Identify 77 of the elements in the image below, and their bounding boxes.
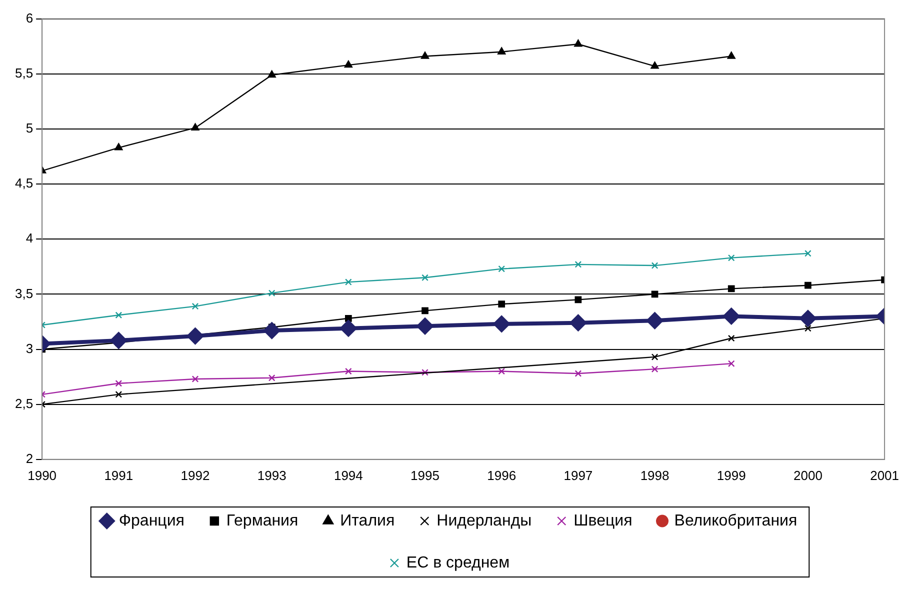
point (498, 265, 506, 272)
legend-label: Швеция (574, 512, 632, 530)
point (110, 332, 127, 348)
point (728, 334, 735, 342)
point (651, 262, 658, 269)
point (422, 274, 428, 282)
point (498, 368, 506, 375)
point (187, 328, 204, 344)
x-tick-label: 2000 (793, 468, 822, 483)
point (268, 374, 276, 382)
point (422, 368, 428, 376)
x-tick-label: 1992 (180, 468, 210, 483)
point (727, 52, 736, 59)
y-tick-label: 2,5 (14, 396, 34, 411)
x-tick-label: 1996 (487, 468, 516, 483)
x-tick-label: 1990 (28, 468, 57, 483)
legend-label: Италия (340, 512, 395, 530)
y-tick-label: 6 (26, 10, 34, 26)
x-tick-label: 1993 (257, 468, 286, 483)
point (344, 60, 352, 68)
legend-label: Великобритания (674, 512, 798, 530)
y-tick-label: 4 (26, 230, 34, 246)
point (574, 296, 582, 304)
point (498, 47, 506, 54)
point (498, 300, 506, 308)
point (115, 312, 122, 319)
x-tick-label: 1995 (410, 468, 440, 483)
point (574, 40, 582, 47)
legend-label: Германия (226, 512, 298, 530)
x-tick-label: 1991 (104, 468, 134, 483)
point (420, 52, 430, 59)
point (344, 278, 352, 286)
y-tick-label: 2 (26, 450, 34, 466)
point (268, 70, 276, 78)
point (417, 318, 434, 334)
x-tick-label: 1997 (564, 468, 593, 483)
point (192, 376, 199, 382)
point (804, 282, 812, 289)
point (650, 62, 659, 69)
point (651, 354, 658, 360)
point (574, 261, 582, 268)
point (114, 143, 123, 150)
x-tick-label: 2001 (870, 468, 899, 483)
x-tick-label: 1999 (716, 468, 746, 483)
legend-label: Нидерланды (436, 512, 532, 530)
point (494, 316, 510, 332)
point (422, 307, 428, 314)
point (268, 290, 276, 296)
point (574, 370, 582, 377)
point (728, 285, 735, 292)
point (723, 308, 740, 324)
x-tick-label: 1994 (334, 468, 363, 483)
y-tick-label: 5,5 (14, 65, 34, 80)
point (344, 314, 352, 322)
point (651, 366, 658, 373)
point (340, 320, 356, 336)
point (344, 368, 352, 375)
point (192, 302, 199, 310)
y-tick-label: 5 (26, 120, 34, 136)
point (728, 254, 735, 262)
point (570, 314, 586, 331)
point (800, 310, 816, 326)
x-tick-label: 1998 (640, 468, 670, 483)
point (804, 250, 812, 257)
point (804, 324, 812, 332)
legend-label: ЕС в среднем (406, 554, 510, 572)
point (651, 290, 658, 298)
y-tick-label: 3,5 (14, 286, 34, 301)
point (115, 390, 122, 398)
y-tick-label: 4,5 (14, 176, 34, 191)
point (191, 123, 200, 130)
legend-label: Франция (118, 512, 184, 530)
y-tick-label: 3 (26, 340, 34, 356)
point (264, 322, 280, 339)
point (115, 380, 122, 387)
point (646, 312, 663, 329)
point (728, 360, 735, 367)
